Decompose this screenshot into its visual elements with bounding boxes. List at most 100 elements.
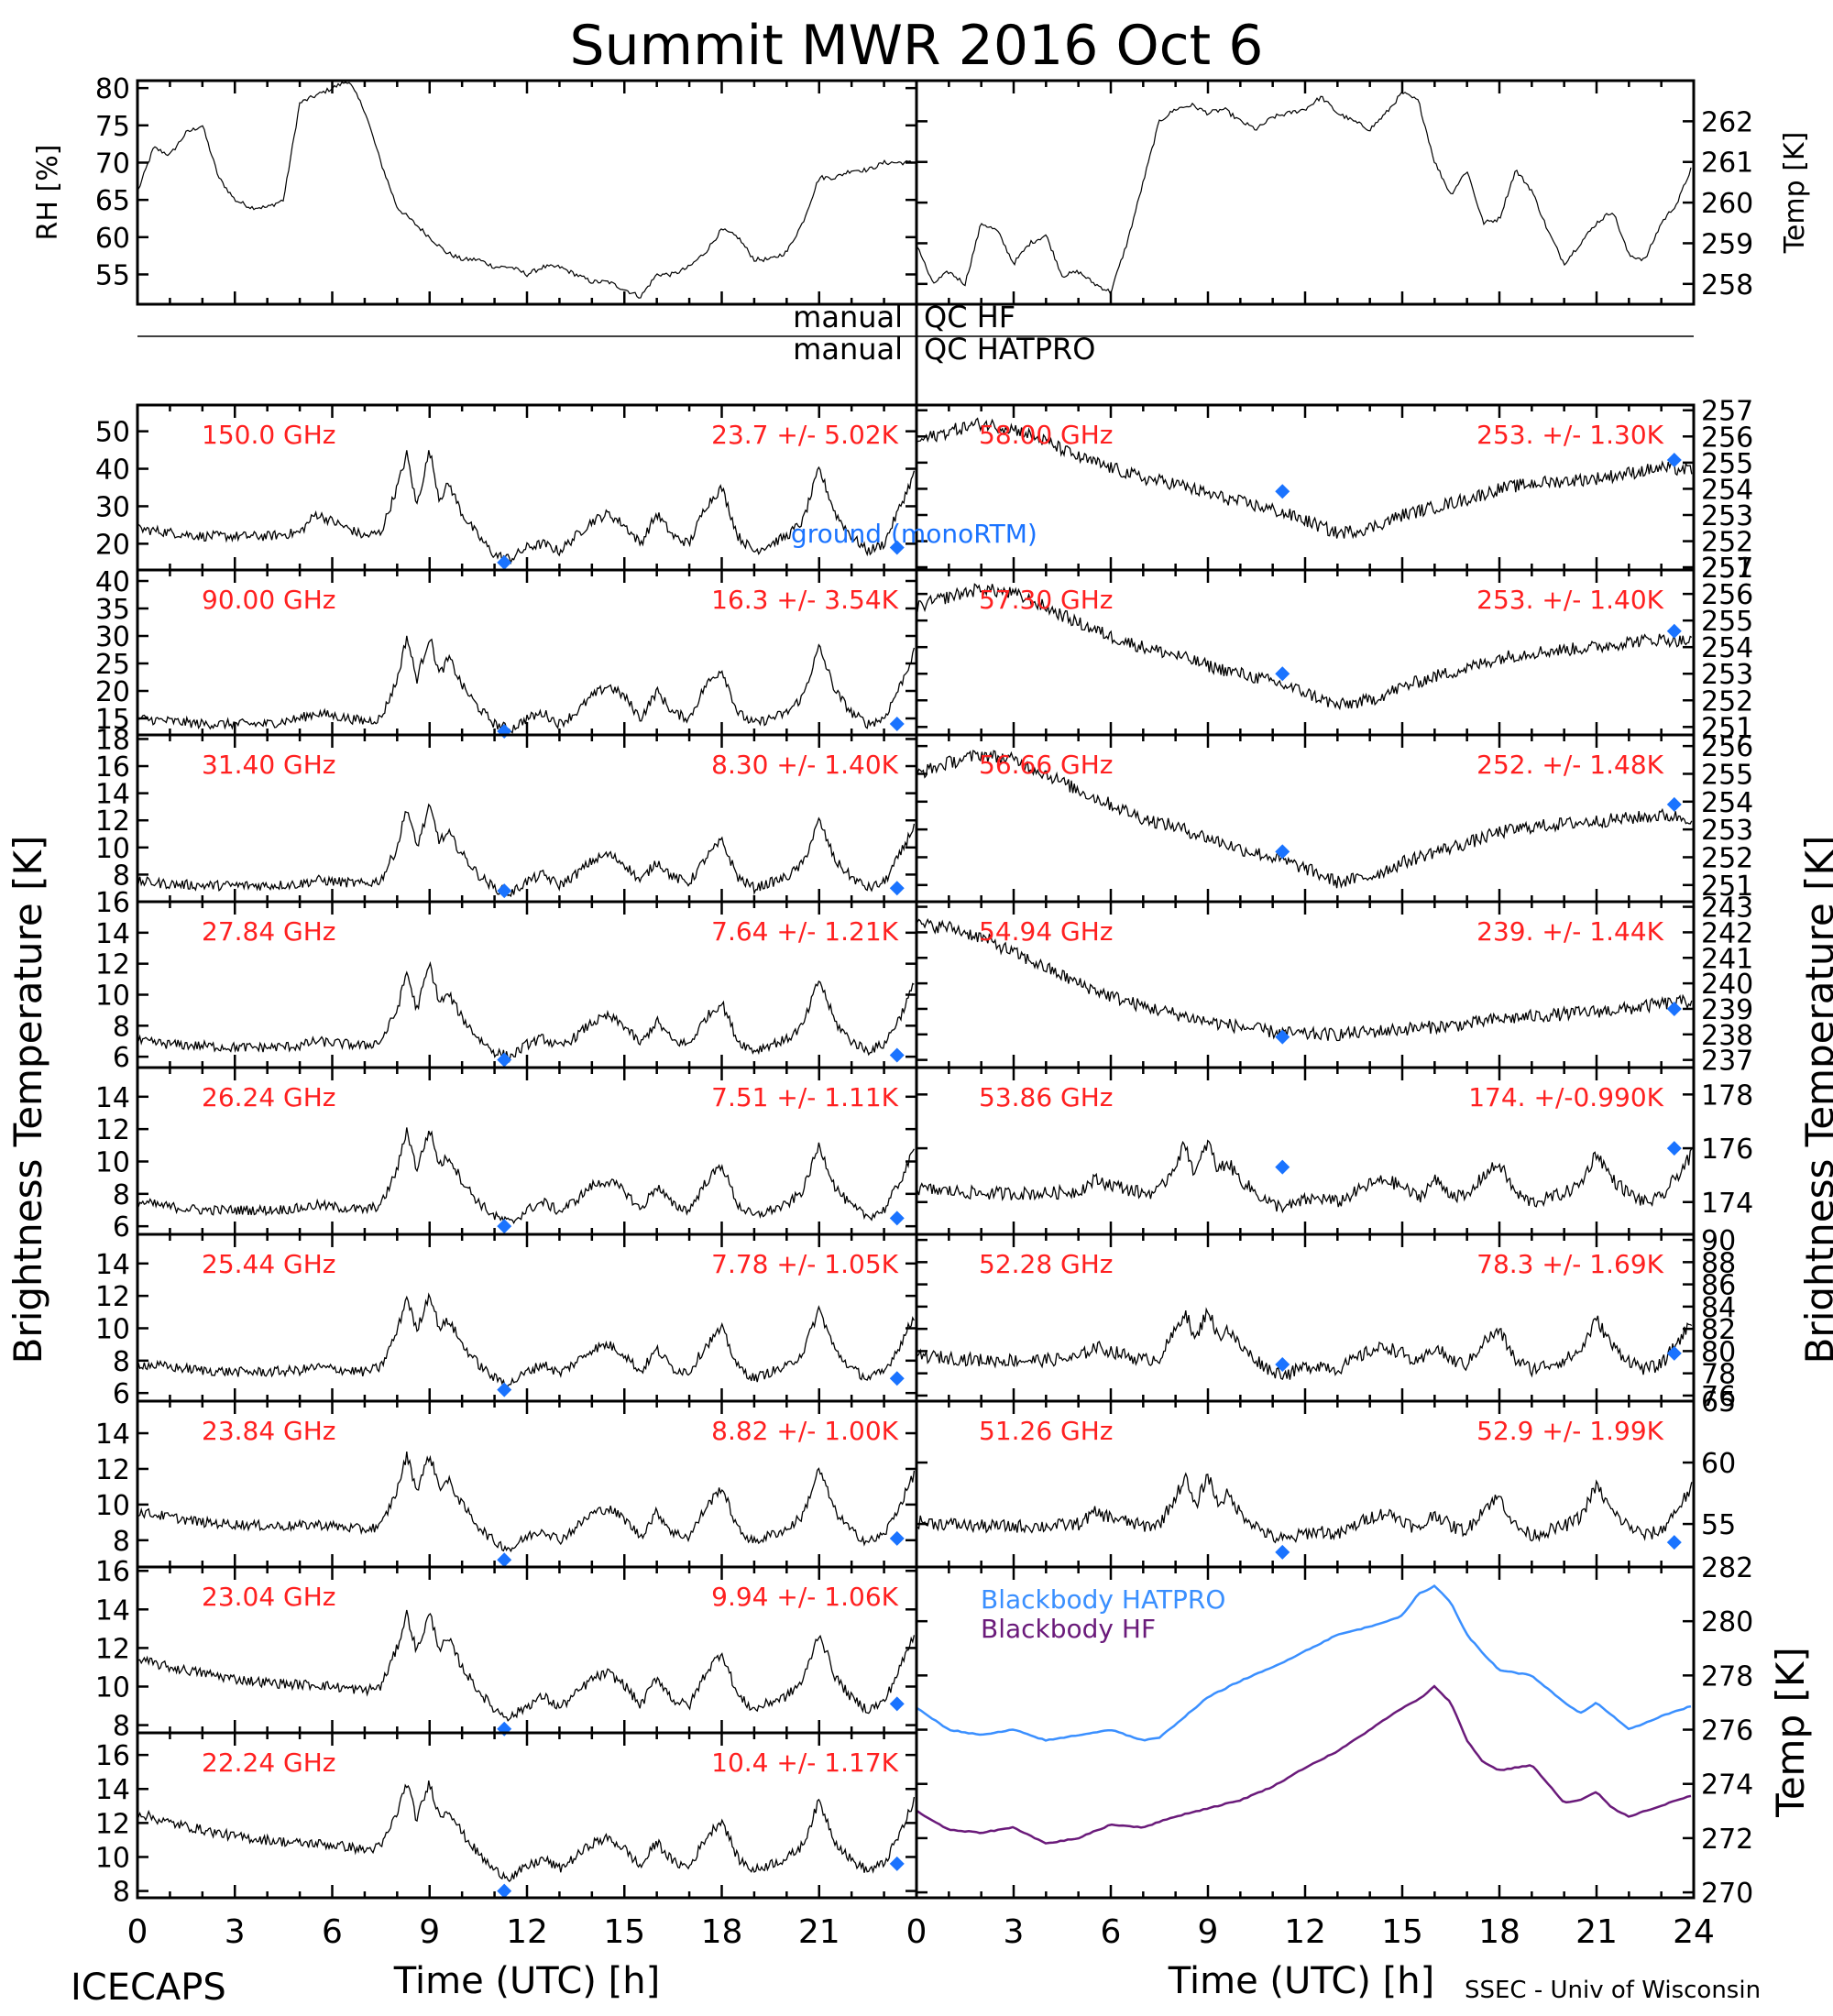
right-xtick-label: 0: [906, 1913, 927, 1951]
left-panel-tick-label: 6: [113, 1378, 130, 1410]
model-marker: [1275, 1029, 1290, 1045]
left-xtick-label: 18: [701, 1913, 743, 1951]
model-marker: [889, 1530, 905, 1546]
right-panel-tick-label: 82: [1701, 1314, 1736, 1346]
model-marker: [497, 883, 512, 899]
model-marker: [497, 1883, 512, 1899]
left-xtick-label: 12: [506, 1913, 548, 1951]
model-legend-obs: ground: [791, 519, 882, 549]
right-panel-tick-label: 242: [1701, 917, 1753, 949]
model-marker: [889, 1696, 905, 1712]
model-marker: [1666, 1141, 1682, 1156]
right-xtick-label: 6: [1101, 1913, 1122, 1951]
left-panel-tick-label: 16: [95, 751, 130, 783]
left-panel-tick-label: 15: [95, 704, 130, 736]
left-panel-tick-label: 12: [95, 1114, 130, 1146]
rh-tick-label: 80: [95, 73, 130, 105]
right-xtick-label: 21: [1575, 1913, 1618, 1951]
right-panel-series-line: [916, 417, 1693, 540]
right-panel-tick-label: 256: [1701, 422, 1753, 454]
channel-stat: 10.4 +/- 1.17K: [711, 1748, 898, 1778]
channel-stat: 9.94 +/- 1.06K: [711, 1582, 898, 1612]
temp-panel-frame: [915, 79, 1696, 306]
right-panel-tick-label: 176: [1701, 1134, 1753, 1166]
temp-tick-label: 260: [1701, 188, 1753, 220]
trace-layer: [137, 82, 1693, 1899]
right-panel-tick-label: 254: [1701, 474, 1753, 506]
blackbody-tick-label: 272: [1701, 1824, 1753, 1856]
left-xtick-label: 0: [127, 1913, 148, 1951]
model-marker: [889, 1047, 905, 1063]
right-panel-series-line: [916, 1472, 1693, 1544]
channel-stat: 7.51 +/- 1.11K: [711, 1082, 898, 1112]
model-marker: [497, 724, 512, 739]
model-marker: [1275, 1159, 1290, 1175]
right-panel-tick-label: 55: [1701, 1509, 1736, 1541]
right-panel-tick-label: 256: [1701, 731, 1753, 763]
channel-label: 25.44 GHz: [202, 1249, 336, 1279]
qc-hf-right-label: QC HF: [924, 300, 1015, 334]
channel-label: 57.30 GHz: [979, 585, 1114, 615]
left-xtick-label: 6: [322, 1913, 343, 1951]
right-panel-tick-label: 251: [1701, 712, 1753, 744]
channel-stat: 239. +/- 1.44K: [1476, 916, 1663, 947]
channel-label: 23.84 GHz: [202, 1416, 336, 1446]
legend-blackbody-hatpro: Blackbody HATPRO: [981, 1584, 1225, 1615]
channel-stat: 253. +/- 1.40K: [1476, 585, 1663, 615]
left-panel-tick-label: 30: [95, 621, 130, 653]
rh-tick-label: 70: [95, 148, 130, 180]
rh-tick-label: 55: [95, 259, 130, 291]
left-panel-tick-label: 10: [95, 1490, 130, 1522]
right-panel-tick-label: 252: [1701, 685, 1753, 718]
model-marker: [1666, 1001, 1682, 1016]
rh-series-line: [137, 82, 915, 299]
right-panel-tick-label: 174: [1701, 1188, 1753, 1220]
left-panel-tick-label: 40: [95, 455, 130, 487]
channel-label: 90.00 GHz: [202, 585, 336, 615]
left-panel-tick-label: 14: [95, 1594, 130, 1627]
right-xtick-label: 24: [1673, 1913, 1715, 1951]
right-panel-tick-label: 239: [1701, 994, 1753, 1026]
left-xtick-label: 21: [798, 1913, 840, 1951]
channel-stat: 252. +/- 1.48K: [1476, 750, 1663, 780]
footer-right-label: SSEC - Univ of Wisconsin: [1465, 1977, 1761, 2004]
model-marker: [497, 1382, 512, 1397]
blackbody-tick-label: 282: [1701, 1552, 1753, 1584]
right-panel-tick-label: 254: [1701, 632, 1753, 664]
left-panel-tick-label: 35: [95, 594, 130, 626]
rh-panel-frame: [136, 79, 918, 306]
right-panel-tick-label: 78: [1701, 1359, 1736, 1391]
model-marker: [1666, 796, 1682, 812]
right-panel-tick-label: 237: [1701, 1046, 1753, 1078]
left-panel-tick-label: 20: [95, 529, 130, 561]
left-panel-tick-label: 14: [95, 1082, 130, 1114]
qc-hatpro-left-label: manual: [793, 332, 903, 367]
text-layer: Summit MWR 2016 Oct 6 manual QC HF manua…: [5, 14, 1833, 2009]
model-marker: [889, 540, 905, 555]
model-marker: [889, 1856, 905, 1871]
left-panel-tick-label: 16: [95, 887, 130, 919]
left-panel-series-line: [137, 635, 916, 734]
blackbody-tick-label: 280: [1701, 1606, 1753, 1638]
left-panel-tick-label: 18: [95, 724, 130, 756]
right-panel-tick-label: 86: [1701, 1270, 1736, 1302]
left-panel-tick-label: 10: [95, 980, 130, 1012]
blackbody-tick-label: 274: [1701, 1769, 1753, 1802]
left-panel-tick-label: 14: [95, 1774, 130, 1806]
model-marker: [1666, 1345, 1682, 1361]
left-panel-series-line: [137, 1780, 916, 1882]
channel-label: 58.00 GHz: [979, 420, 1114, 450]
right-panel-tick-label: 76: [1701, 1381, 1736, 1413]
left-panel-tick-label: 8: [113, 860, 130, 892]
right-panel-tick-label: 252: [1701, 527, 1753, 559]
left-panel-tick-label: 10: [95, 1671, 130, 1704]
left-panel-tick-label: 25: [95, 649, 130, 681]
left-panel-tick-label: 8: [113, 1526, 130, 1558]
left-panel-series-line: [137, 803, 916, 898]
channel-stat: 7.64 +/- 1.21K: [711, 916, 898, 947]
right-panel-tick-label: 241: [1701, 943, 1753, 975]
channel-label: 22.24 GHz: [202, 1748, 336, 1778]
right-panel-series-line: [916, 1139, 1693, 1214]
right-panel-tick-label: 90: [1701, 1225, 1736, 1257]
right-panel-tick-label: 251: [1701, 553, 1753, 585]
